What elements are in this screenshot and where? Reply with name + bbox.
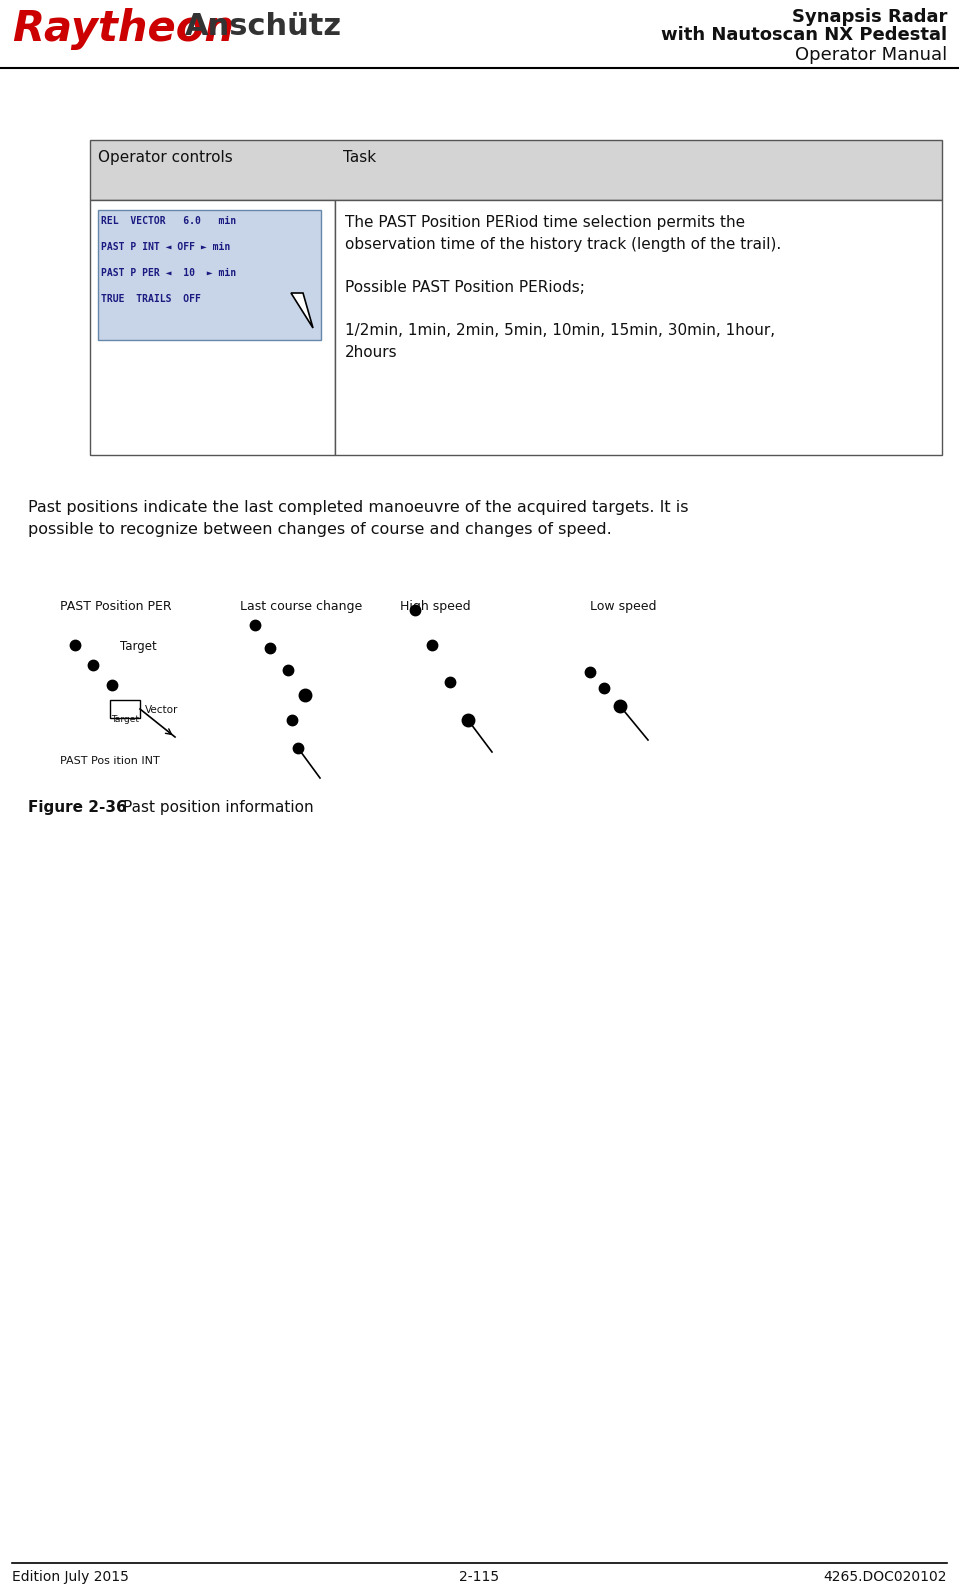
Bar	[110, 700, 140, 718]
Text: Raytheon: Raytheon	[12, 8, 234, 49]
Text: Low speed: Low speed	[590, 600, 657, 613]
Text: Target: Target	[111, 714, 139, 724]
Text: PAST P PER ◄  10  ► min: PAST P PER ◄ 10 ► min	[101, 267, 236, 278]
Text: 4265.DOC020102: 4265.DOC020102	[824, 1570, 947, 1585]
Text: Operator controls: Operator controls	[98, 150, 233, 165]
Text: 2-115: 2-115	[459, 1570, 499, 1585]
Text: 1/2min, 1min, 2min, 5min, 10min, 15min, 30min, 1hour,: 1/2min, 1min, 2min, 5min, 10min, 15min, …	[345, 323, 775, 337]
Text: Figure 2-36: Figure 2-36	[28, 800, 127, 815]
Bar	[90, 200, 335, 455]
Polygon shape	[291, 293, 313, 328]
Text: Edition July 2015: Edition July 2015	[12, 1570, 129, 1585]
Bar	[98, 210, 321, 340]
Text: with Nautoscan NX Pedestal: with Nautoscan NX Pedestal	[661, 25, 947, 45]
Text: PAST P INT ◄ OFF ► min: PAST P INT ◄ OFF ► min	[101, 242, 230, 251]
Text: 2hours: 2hours	[345, 345, 398, 360]
Text: Past position information: Past position information	[123, 800, 314, 815]
Text: High speed: High speed	[400, 600, 471, 613]
Text: PAST Pos ition INT: PAST Pos ition INT	[60, 756, 160, 765]
Text: Vector: Vector	[145, 705, 178, 714]
Text: REL  VECTOR   6.0   min: REL VECTOR 6.0 min	[101, 216, 236, 226]
Bar	[335, 200, 942, 455]
Text: Target: Target	[120, 640, 156, 652]
Text: Anschütz: Anschütz	[185, 13, 342, 41]
Text: PAST Position PER: PAST Position PER	[60, 600, 172, 613]
Text: Task: Task	[343, 150, 376, 165]
Text: Synapsis Radar: Synapsis Radar	[791, 8, 947, 25]
Text: TRUE  TRAILS  OFF: TRUE TRAILS OFF	[101, 294, 200, 304]
Text: Operator Manual: Operator Manual	[795, 46, 947, 64]
Text: observation time of the history track (length of the trail).: observation time of the history track (l…	[345, 237, 782, 251]
Text: The PAST Position PERiod time selection permits the: The PAST Position PERiod time selection …	[345, 215, 745, 231]
Bar	[90, 140, 942, 200]
Text: Last course change: Last course change	[240, 600, 363, 613]
Text: Past positions indicate the last completed manoeuvre of the acquired targets. It: Past positions indicate the last complet…	[28, 500, 689, 515]
Text: Possible PAST Position PERiods;: Possible PAST Position PERiods;	[345, 280, 585, 294]
Text: possible to recognize between changes of course and changes of speed.: possible to recognize between changes of…	[28, 522, 612, 538]
